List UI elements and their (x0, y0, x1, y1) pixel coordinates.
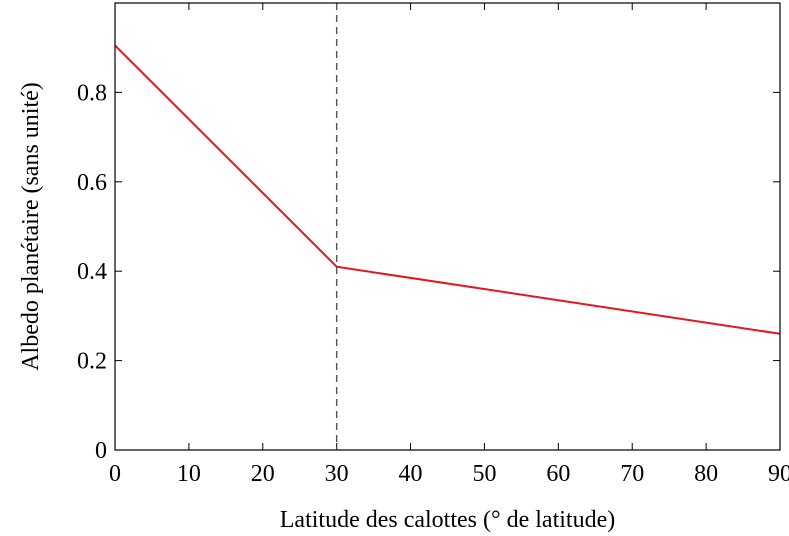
x-tick-label: 80 (694, 461, 718, 487)
plot-frame (114, 2, 781, 451)
ticks-layer (114, 3, 781, 451)
x-tick-label: 70 (620, 461, 644, 487)
y-tick-labels: 0 0.2 0.4 0.6 0.8 (77, 80, 107, 464)
x-tick-label: 0 (109, 461, 121, 487)
x-tick-label: 20 (251, 461, 275, 487)
y-tick-label: 0 (95, 438, 107, 464)
x-tick-label: 30 (325, 461, 349, 487)
y-tick-label: 0.4 (77, 259, 107, 285)
series-layer (114, 44, 781, 335)
y-axis-label: Albedo planétaire (sans unité) (18, 82, 44, 371)
x-tick-label: 60 (546, 461, 570, 487)
x-tick-label: 40 (399, 461, 423, 487)
x-tick-label: 90 (768, 461, 789, 487)
x-tick-label: 50 (472, 461, 496, 487)
y-tick-label: 0.2 (77, 349, 107, 375)
x-tick-labels: 0 10 20 30 40 50 60 70 80 90 (109, 461, 789, 487)
series-line (114, 44, 781, 335)
plot-area (114, 2, 781, 451)
y-tick-label: 0.8 (77, 80, 107, 106)
y-tick-label: 0.6 (77, 170, 107, 196)
x-axis-label: Latitude des calottes (° de latitude) (280, 507, 615, 533)
x-tick-label: 10 (177, 461, 201, 487)
